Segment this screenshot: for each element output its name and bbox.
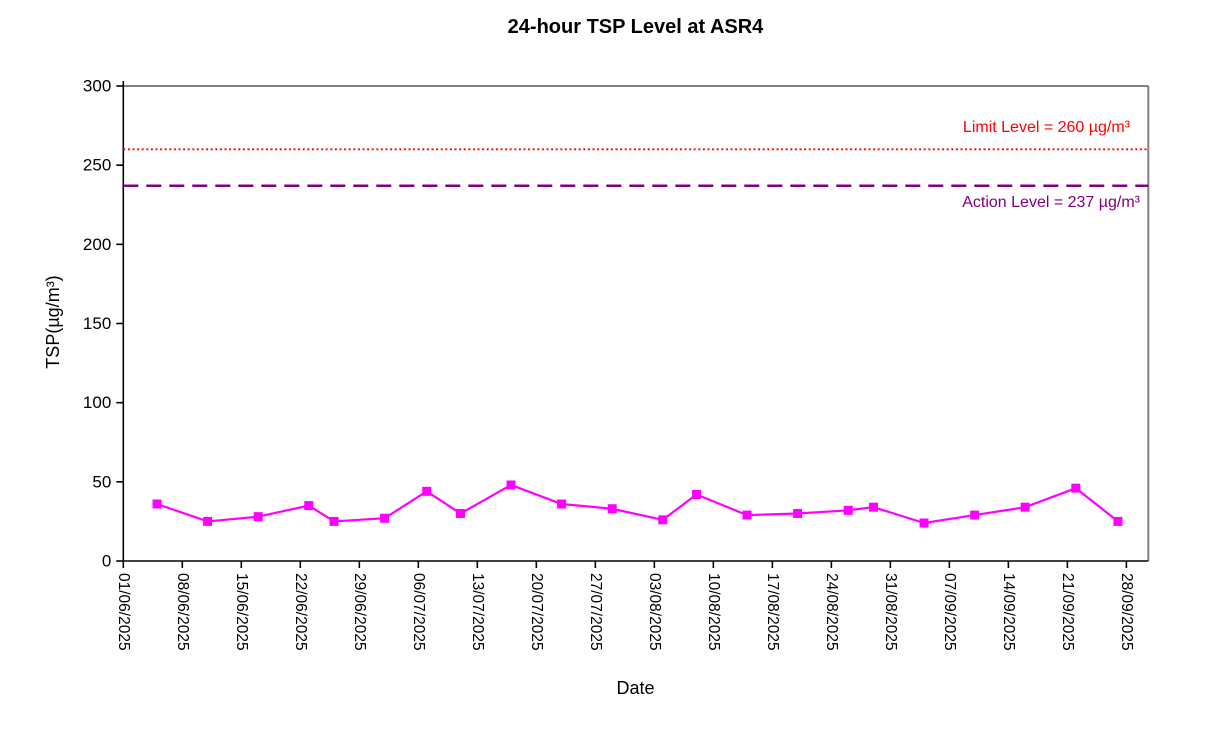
data-point: [152, 499, 162, 509]
data-point: [919, 518, 929, 528]
data-point: [329, 516, 339, 526]
chart-title: 24-hour TSP Level at ASR4: [507, 16, 764, 38]
data-point: [658, 515, 668, 525]
x-tick-label: 13/07/2025: [469, 573, 486, 651]
x-tick-label: 07/09/2025: [941, 573, 958, 651]
x-tick-label: 03/08/2025: [646, 573, 663, 651]
data-point: [1071, 483, 1081, 493]
data-point: [304, 501, 314, 511]
y-tick-label: 150: [83, 314, 111, 333]
x-tick-label: 10/08/2025: [705, 573, 722, 651]
data-point: [203, 516, 213, 526]
x-axis-title: Date: [616, 678, 655, 698]
x-tick-label: 31/08/2025: [882, 573, 899, 651]
y-tick-label: 0: [102, 552, 111, 571]
data-point: [380, 513, 390, 523]
y-tick-label: 300: [83, 77, 111, 96]
x-tick-label: 01/06/2025: [115, 573, 132, 651]
data-point: [607, 504, 617, 514]
limit-level-annotation: Limit Level = 260 µg/m³: [962, 119, 1130, 136]
x-tick-label: 06/07/2025: [410, 573, 427, 651]
y-tick-label: 200: [83, 235, 111, 254]
data-point: [742, 510, 752, 520]
x-tick-label: 29/06/2025: [351, 573, 368, 651]
action-level-annotation: Action Level = 237 µg/m³: [962, 194, 1140, 211]
x-tick-label: 24/08/2025: [823, 573, 840, 651]
x-tick-label: 17/08/2025: [764, 573, 781, 651]
x-tick-label: 22/06/2025: [292, 573, 309, 651]
data-point: [793, 509, 803, 518]
x-tick-label: 08/06/2025: [174, 573, 191, 651]
y-tick-label: 100: [83, 393, 111, 412]
data-point: [253, 512, 263, 522]
x-tick-label: 21/09/2025: [1059, 573, 1076, 651]
data-point: [506, 480, 516, 490]
data-point: [455, 509, 465, 518]
data-point: [691, 490, 701, 499]
x-tick-label: 20/07/2025: [528, 573, 545, 651]
data-point: [869, 502, 879, 512]
y-tick-label: 50: [92, 472, 111, 491]
x-tick-label: 14/09/2025: [1000, 573, 1017, 651]
x-tick-label: 15/06/2025: [233, 573, 250, 651]
data-point: [843, 505, 853, 515]
data-point: [970, 510, 980, 520]
data-point: [557, 499, 567, 509]
x-tick-label: 28/09/2025: [1118, 573, 1135, 651]
data-point: [1020, 502, 1030, 512]
y-tick-label: 250: [83, 156, 111, 175]
data-point: [422, 486, 432, 496]
data-point: [1113, 516, 1123, 526]
tsp-series-line: [156, 483, 1119, 525]
x-tick-label: 27/07/2025: [587, 573, 604, 651]
